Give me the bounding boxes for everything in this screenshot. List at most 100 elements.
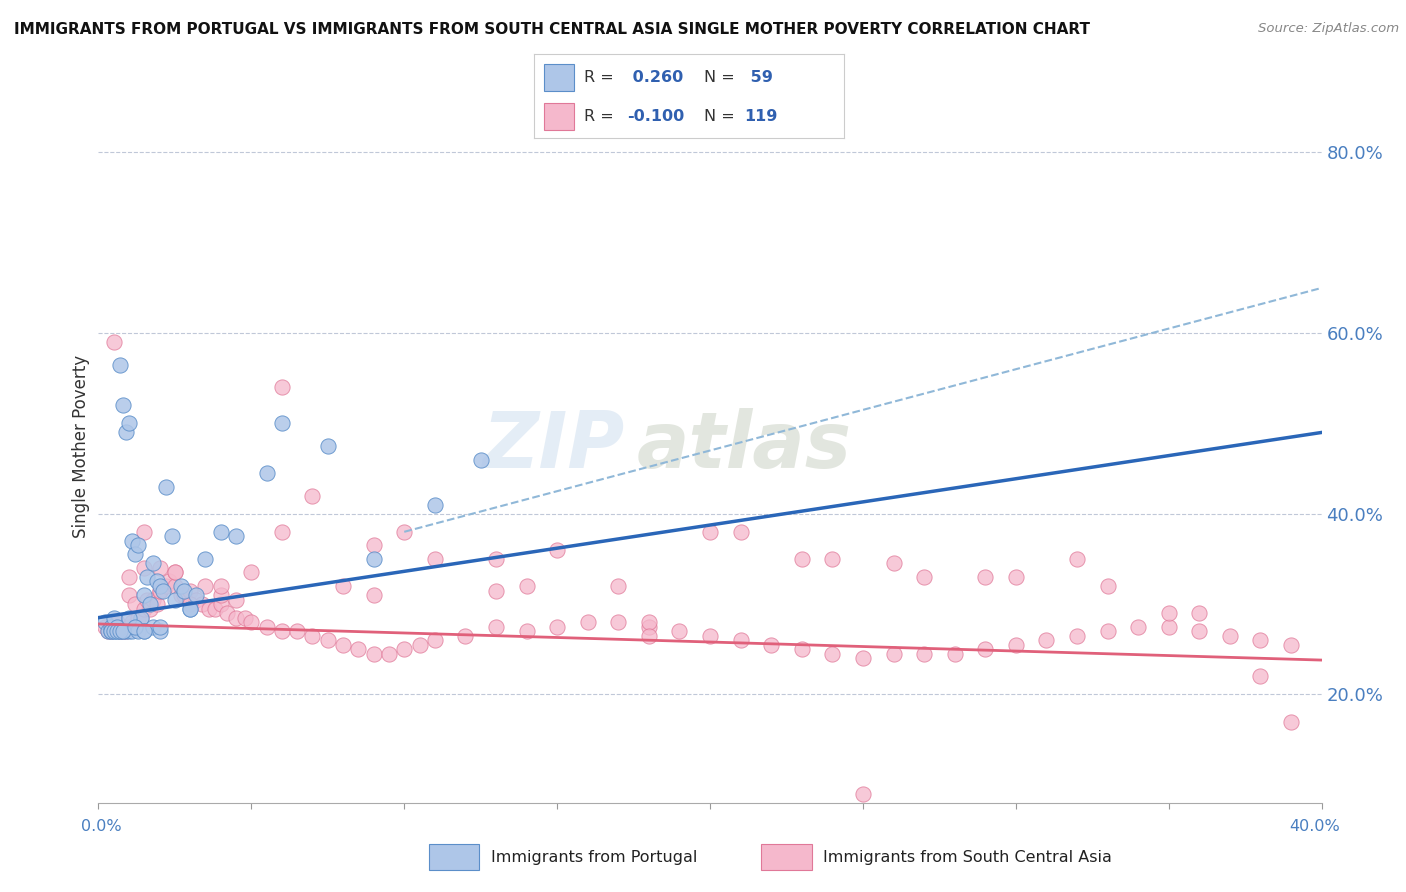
- Point: [194, 579, 217, 593]
- Point: [118, 620, 141, 634]
- Point: [256, 466, 278, 480]
- Point: [100, 624, 122, 639]
- Point: [1188, 624, 1211, 639]
- Point: [115, 624, 138, 639]
- Point: [149, 561, 172, 575]
- Point: [139, 601, 162, 615]
- Point: [97, 624, 120, 639]
- Point: [974, 570, 997, 584]
- FancyBboxPatch shape: [429, 844, 479, 871]
- Point: [118, 624, 141, 639]
- Point: [576, 615, 599, 629]
- Point: [97, 624, 120, 639]
- Point: [118, 417, 141, 431]
- Point: [301, 629, 323, 643]
- Point: [699, 524, 721, 539]
- Point: [790, 642, 813, 657]
- Point: [485, 620, 508, 634]
- Point: [160, 529, 183, 543]
- Point: [943, 647, 966, 661]
- Point: [454, 629, 477, 643]
- Point: [149, 583, 172, 598]
- Point: [155, 579, 177, 593]
- Point: [204, 601, 226, 615]
- Point: [124, 597, 146, 611]
- Point: [179, 597, 201, 611]
- Point: [363, 647, 385, 661]
- Point: [134, 624, 156, 639]
- Text: Immigrants from Portugal: Immigrants from Portugal: [491, 850, 697, 864]
- Text: Source: ZipAtlas.com: Source: ZipAtlas.com: [1258, 22, 1399, 36]
- Text: Immigrants from South Central Asia: Immigrants from South Central Asia: [824, 850, 1112, 864]
- Point: [103, 335, 125, 350]
- Text: N =: N =: [704, 109, 741, 124]
- Point: [215, 606, 238, 620]
- Point: [100, 624, 122, 639]
- Point: [105, 620, 128, 634]
- Point: [191, 597, 214, 611]
- Text: R =: R =: [583, 70, 619, 85]
- Point: [136, 570, 159, 584]
- Point: [730, 524, 752, 539]
- Point: [105, 624, 128, 639]
- Point: [100, 624, 122, 639]
- Point: [142, 592, 165, 607]
- Text: atlas: atlas: [637, 408, 852, 484]
- Point: [790, 552, 813, 566]
- Point: [1279, 638, 1302, 652]
- Text: 0.260: 0.260: [627, 70, 683, 85]
- Point: [821, 552, 844, 566]
- Text: ZIP: ZIP: [482, 408, 624, 484]
- Point: [194, 552, 217, 566]
- Point: [378, 647, 401, 661]
- Point: [100, 620, 122, 634]
- Point: [115, 425, 138, 440]
- Point: [145, 597, 167, 611]
- Point: [516, 579, 538, 593]
- Point: [209, 588, 232, 602]
- Point: [470, 452, 492, 467]
- Point: [173, 588, 195, 602]
- Point: [93, 615, 115, 629]
- Point: [233, 610, 256, 624]
- Point: [173, 583, 195, 598]
- Point: [170, 579, 193, 593]
- FancyBboxPatch shape: [544, 103, 575, 130]
- Point: [136, 592, 159, 607]
- Point: [134, 524, 156, 539]
- Text: -0.100: -0.100: [627, 109, 685, 124]
- Point: [179, 601, 201, 615]
- Point: [392, 524, 416, 539]
- Point: [93, 620, 115, 634]
- Point: [121, 624, 143, 639]
- Point: [821, 647, 844, 661]
- Point: [730, 633, 752, 648]
- Point: [516, 624, 538, 639]
- Point: [134, 588, 156, 602]
- Point: [118, 588, 141, 602]
- Point: [912, 570, 935, 584]
- Point: [363, 588, 385, 602]
- Text: 119: 119: [745, 109, 778, 124]
- Point: [1188, 606, 1211, 620]
- Point: [1219, 629, 1241, 643]
- Point: [134, 601, 156, 615]
- Point: [163, 592, 186, 607]
- Point: [127, 538, 149, 552]
- Point: [124, 620, 146, 634]
- Point: [423, 552, 446, 566]
- Point: [883, 557, 905, 571]
- Point: [225, 592, 247, 607]
- Point: [607, 579, 630, 593]
- Text: R =: R =: [583, 109, 619, 124]
- Point: [270, 624, 292, 639]
- Point: [883, 647, 905, 661]
- Point: [637, 620, 661, 634]
- Point: [163, 579, 186, 593]
- Point: [912, 647, 935, 661]
- Point: [301, 489, 323, 503]
- Point: [108, 624, 131, 639]
- Point: [759, 638, 782, 652]
- Point: [179, 601, 201, 615]
- Point: [209, 579, 232, 593]
